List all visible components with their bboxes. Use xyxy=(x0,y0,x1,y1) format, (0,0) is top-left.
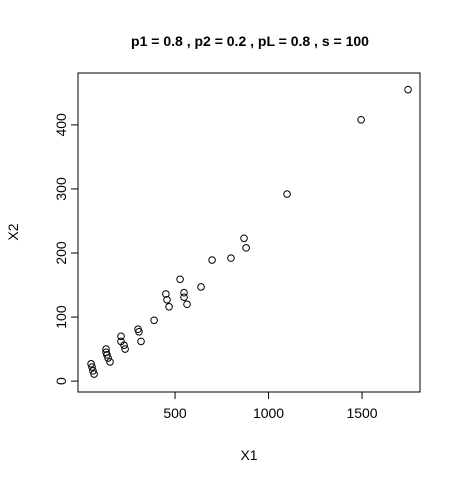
y-tick-label: 100 xyxy=(53,305,69,329)
point xyxy=(165,303,173,311)
point xyxy=(163,295,171,304)
point xyxy=(176,275,184,284)
point xyxy=(89,367,97,375)
y-tick-label: 200 xyxy=(53,241,69,265)
y-tick-label: 400 xyxy=(53,113,69,137)
point xyxy=(88,363,96,371)
x-axis-label: X1 xyxy=(240,447,257,463)
point xyxy=(183,300,191,309)
point xyxy=(135,327,143,336)
y-tick-label: 0 xyxy=(53,377,69,385)
point xyxy=(87,360,95,368)
y-tick-label: 300 xyxy=(53,177,69,201)
point xyxy=(137,337,145,346)
point xyxy=(208,256,216,264)
point xyxy=(242,244,250,252)
point xyxy=(240,234,248,243)
point xyxy=(357,115,365,124)
point xyxy=(162,290,170,298)
point xyxy=(197,283,205,291)
x-tick-label: 500 xyxy=(163,405,187,421)
point xyxy=(117,332,125,341)
point xyxy=(283,190,291,198)
point xyxy=(150,316,158,325)
x-tick-label: 1000 xyxy=(253,405,284,421)
chart-title: p1 = 0.8 , p2 = 0.2 , pL = 0.8 , s = 100 xyxy=(131,33,369,49)
point xyxy=(104,354,112,362)
point xyxy=(121,345,129,353)
point xyxy=(180,293,188,301)
point xyxy=(227,254,235,262)
point xyxy=(102,345,110,353)
point xyxy=(404,85,412,94)
point xyxy=(103,351,111,359)
x-tick-label: 1500 xyxy=(346,405,377,421)
point xyxy=(180,288,188,297)
y-axis-label: X2 xyxy=(5,223,21,240)
point xyxy=(120,341,128,350)
plot-box xyxy=(77,72,421,393)
point xyxy=(106,358,114,366)
point xyxy=(90,370,98,378)
